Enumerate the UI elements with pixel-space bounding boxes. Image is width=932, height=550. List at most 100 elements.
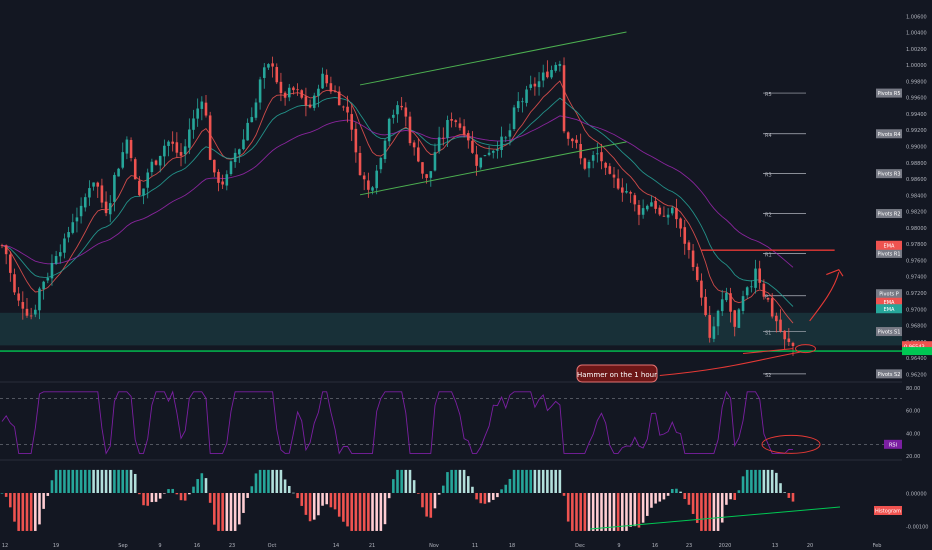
time-tick-label: 16 xyxy=(194,543,200,549)
candle-body xyxy=(396,105,399,115)
candle xyxy=(637,200,641,226)
candle xyxy=(225,170,229,191)
histogram-bar xyxy=(550,469,553,493)
candle-body xyxy=(17,293,20,301)
candle-body xyxy=(766,297,770,300)
histogram-bar xyxy=(17,493,20,531)
price-scale[interactable] xyxy=(902,0,932,550)
histogram-bar xyxy=(458,469,462,493)
candle xyxy=(113,172,116,212)
histogram-bar xyxy=(521,469,524,493)
histogram-bar xyxy=(387,493,391,499)
channel-upper-line[interactable] xyxy=(359,31,627,86)
candle-body xyxy=(71,222,75,233)
candle xyxy=(121,142,125,170)
candle xyxy=(108,195,112,223)
histogram-bar xyxy=(300,493,304,506)
hammer-pointer-curve[interactable] xyxy=(659,351,802,376)
pivot-tag-s2-text: Pivots S2 xyxy=(878,372,901,378)
drawings[interactable] xyxy=(0,31,932,376)
candle-body xyxy=(267,64,270,68)
candle xyxy=(233,148,237,168)
candle-body xyxy=(196,108,199,119)
histogram-bar xyxy=(750,469,753,493)
histogram-bar xyxy=(287,485,291,493)
candle-body xyxy=(38,288,41,311)
histogram-bar xyxy=(242,493,245,513)
candle-body xyxy=(546,71,549,78)
pivot-tag-s1: Pivots S1 xyxy=(876,327,902,337)
candle-body xyxy=(50,262,54,279)
candle xyxy=(770,293,774,319)
candle xyxy=(733,309,737,337)
candle-body xyxy=(587,161,591,169)
candle-body xyxy=(350,114,353,130)
candle-body xyxy=(129,140,133,158)
candle-body xyxy=(621,187,624,193)
histogram-bar xyxy=(442,485,445,493)
candle-body xyxy=(183,146,187,155)
price-pane[interactable]: R5 R4 R3 R2 R1 P S1 S2 xyxy=(0,31,932,379)
candle xyxy=(350,104,353,142)
annotation-callout[interactable]: Hammer on the 1 hour xyxy=(576,364,658,383)
candle xyxy=(58,244,62,264)
histogram-bar xyxy=(466,476,470,493)
histogram-bar xyxy=(267,469,270,493)
candle-body xyxy=(279,81,283,94)
candle xyxy=(562,57,566,134)
candle xyxy=(720,289,724,316)
candle-body xyxy=(591,155,595,161)
time-axis[interactable]: 12 19 Sep 9 16 23 Oct 14 21 Nov 11 18 Dec 9 16 23 2020 13… xyxy=(2,543,882,549)
candle xyxy=(329,76,333,94)
rsi-tag-bg xyxy=(884,439,902,449)
histogram-divergence-line[interactable] xyxy=(589,506,841,530)
histogram-bar xyxy=(641,493,645,523)
histogram-bar xyxy=(362,493,366,531)
candle xyxy=(250,107,254,123)
candle xyxy=(63,233,66,259)
histogram-bar xyxy=(183,493,187,501)
pivot-tag-r4-text: Pivots R4 xyxy=(877,132,900,138)
histogram-bar xyxy=(146,493,150,506)
channel-lower-line[interactable] xyxy=(359,141,627,196)
histogram-bar xyxy=(258,469,262,493)
candle-body xyxy=(666,214,670,218)
histogram-bar xyxy=(583,493,587,531)
candle-body xyxy=(770,298,774,317)
candle-body xyxy=(550,69,553,78)
price-tick-label: 0.97000 xyxy=(906,307,927,313)
rsi-tick-label: 40.00 xyxy=(906,431,920,437)
rsi-oversold-circle[interactable] xyxy=(761,434,821,454)
rsi-pane[interactable] xyxy=(0,390,902,455)
candle-body xyxy=(188,129,191,148)
histogram-bar xyxy=(400,469,403,493)
candle-body xyxy=(571,138,574,142)
candle-body xyxy=(616,178,620,189)
pivot-tag-r3: Pivots R3 xyxy=(876,169,902,179)
candle-body xyxy=(175,142,179,153)
histogram-bar xyxy=(25,493,29,531)
histogram-bar xyxy=(392,479,395,493)
histogram-bar xyxy=(433,493,437,509)
histogram-pane[interactable] xyxy=(0,469,841,531)
hammer-pointer-line[interactable] xyxy=(742,348,794,355)
histogram-bar xyxy=(9,493,12,508)
hammer-circle[interactable] xyxy=(794,344,816,354)
histogram-bar xyxy=(121,469,125,493)
candle-body xyxy=(262,67,266,78)
candle-body xyxy=(633,195,637,205)
candle-body xyxy=(500,136,503,150)
candle-body xyxy=(541,72,545,81)
time-tick-label: 9 xyxy=(617,543,620,549)
histogram-bar xyxy=(700,493,703,531)
histogram-bar xyxy=(383,493,387,525)
candle xyxy=(566,131,570,146)
histogram-bar xyxy=(58,469,62,493)
price-tick-label: 1.00400 xyxy=(906,31,927,37)
candle-body xyxy=(695,266,699,280)
ema-fast-line xyxy=(1,80,794,324)
candle-body xyxy=(29,315,33,317)
upward-arrow[interactable] xyxy=(809,269,844,322)
